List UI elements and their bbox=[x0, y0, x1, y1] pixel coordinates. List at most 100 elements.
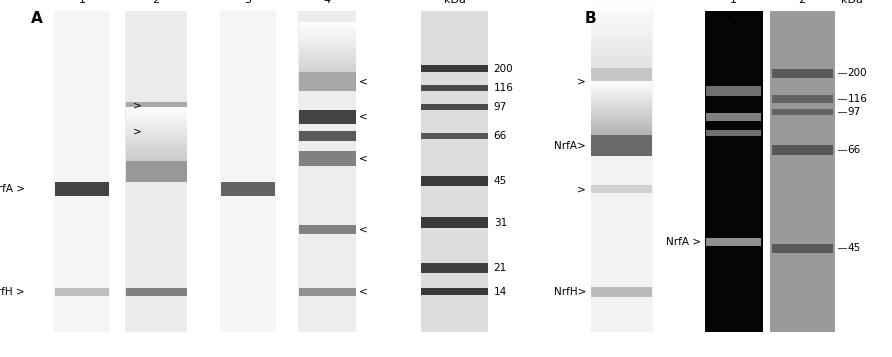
Bar bbox=[299, 22, 356, 25]
Bar bbox=[772, 69, 833, 78]
Bar bbox=[591, 38, 652, 41]
Text: <: < bbox=[359, 112, 368, 122]
Text: B: B bbox=[584, 11, 596, 26]
Bar bbox=[126, 107, 186, 110]
Bar bbox=[126, 153, 186, 155]
Bar bbox=[126, 158, 186, 161]
Bar bbox=[55, 288, 109, 296]
Bar bbox=[126, 112, 186, 115]
Text: <: < bbox=[359, 154, 368, 164]
Bar bbox=[591, 287, 652, 297]
Bar bbox=[126, 150, 186, 153]
Bar bbox=[591, 108, 652, 111]
Text: kDa: kDa bbox=[444, 0, 466, 5]
Text: 97: 97 bbox=[847, 107, 861, 117]
Bar bbox=[126, 131, 186, 134]
Text: NrfH>: NrfH> bbox=[554, 287, 586, 297]
Bar bbox=[126, 161, 186, 182]
Bar bbox=[591, 119, 652, 121]
Bar bbox=[126, 129, 186, 131]
Text: >: > bbox=[577, 184, 586, 194]
Bar bbox=[591, 106, 652, 108]
Bar bbox=[772, 244, 833, 253]
Text: NrfA >: NrfA > bbox=[666, 237, 701, 247]
Text: >: > bbox=[133, 126, 142, 136]
Bar bbox=[299, 50, 356, 52]
Text: >: > bbox=[133, 100, 142, 111]
Bar bbox=[422, 176, 489, 186]
Bar bbox=[299, 35, 356, 37]
Text: 45: 45 bbox=[494, 176, 507, 186]
Bar bbox=[591, 1, 652, 4]
Bar bbox=[591, 55, 652, 58]
Bar bbox=[126, 121, 186, 123]
Text: 97: 97 bbox=[494, 102, 507, 112]
Text: 116: 116 bbox=[847, 94, 867, 104]
Bar bbox=[591, 48, 652, 51]
Bar bbox=[591, 92, 652, 95]
Bar bbox=[299, 64, 356, 67]
Bar bbox=[422, 263, 489, 273]
Bar bbox=[126, 145, 186, 147]
Bar bbox=[591, 11, 652, 14]
Bar bbox=[299, 67, 356, 69]
Bar bbox=[126, 288, 186, 296]
Text: 2: 2 bbox=[153, 0, 160, 5]
Bar bbox=[591, 124, 652, 127]
Bar bbox=[126, 155, 186, 158]
Text: 200: 200 bbox=[847, 68, 867, 79]
Text: 14: 14 bbox=[494, 287, 507, 297]
Bar bbox=[772, 109, 833, 115]
Bar bbox=[422, 288, 489, 296]
Bar bbox=[591, 58, 652, 61]
Bar bbox=[591, 51, 652, 55]
Bar bbox=[221, 182, 275, 196]
Bar bbox=[591, 89, 652, 92]
Text: 116: 116 bbox=[494, 83, 514, 93]
Bar bbox=[126, 136, 186, 139]
Bar bbox=[422, 65, 489, 72]
Bar bbox=[126, 126, 186, 129]
Bar bbox=[54, 11, 110, 332]
Bar bbox=[591, 68, 652, 95]
Bar bbox=[220, 11, 276, 332]
Bar bbox=[591, 4, 652, 8]
Bar bbox=[125, 11, 187, 332]
Bar bbox=[299, 32, 356, 35]
Bar bbox=[591, 41, 652, 45]
Bar bbox=[299, 151, 356, 166]
Bar bbox=[706, 113, 761, 121]
Text: NrfH >: NrfH > bbox=[0, 287, 25, 297]
Text: A: A bbox=[31, 11, 43, 26]
Bar bbox=[126, 123, 186, 126]
Bar bbox=[591, 18, 652, 21]
Bar bbox=[591, 21, 652, 25]
Bar bbox=[299, 69, 356, 71]
Bar bbox=[591, 100, 652, 103]
Text: 21: 21 bbox=[494, 263, 507, 273]
Bar bbox=[126, 110, 186, 112]
Bar bbox=[772, 96, 833, 103]
Bar bbox=[299, 27, 356, 30]
Bar bbox=[299, 52, 356, 54]
Bar bbox=[591, 132, 652, 135]
Bar bbox=[591, 31, 652, 35]
Bar bbox=[591, 11, 653, 332]
Text: >: > bbox=[577, 76, 586, 86]
Bar bbox=[591, 81, 652, 84]
Bar bbox=[299, 71, 356, 91]
Bar bbox=[591, 103, 652, 105]
Text: 4: 4 bbox=[324, 0, 331, 5]
Bar bbox=[591, 111, 652, 114]
Bar bbox=[299, 25, 356, 27]
Bar bbox=[298, 11, 357, 332]
Bar bbox=[591, 127, 652, 130]
Bar bbox=[591, 8, 652, 11]
Bar bbox=[591, 28, 652, 31]
Bar bbox=[126, 147, 186, 150]
Bar bbox=[706, 238, 761, 246]
Bar bbox=[126, 118, 186, 120]
Bar bbox=[591, 95, 652, 97]
Bar bbox=[299, 40, 356, 42]
Bar bbox=[126, 142, 186, 145]
